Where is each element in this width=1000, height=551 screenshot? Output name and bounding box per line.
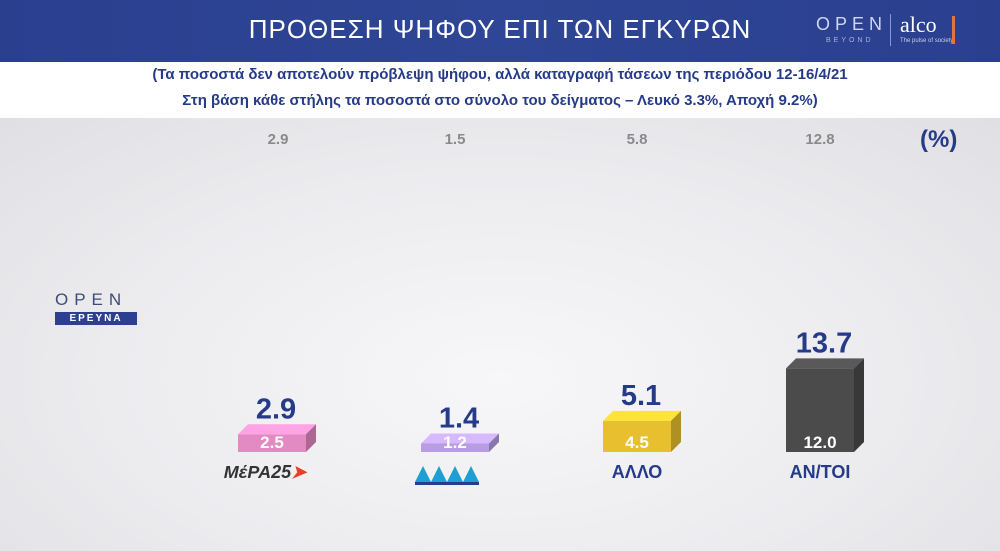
open-brand-logo: OPEN [816, 14, 888, 34]
bar-value-label: 13.7 [796, 327, 852, 359]
bar-front-face [238, 434, 306, 452]
bar-side-face [489, 433, 499, 452]
mera25-swoosh-icon: ➤ [291, 462, 307, 482]
chart-area [0, 118, 1000, 551]
bar-3 [786, 358, 864, 452]
brand-divider [890, 14, 891, 46]
bar-front-face [603, 420, 671, 452]
bar-side-face [671, 410, 681, 452]
party-label-antoi: ΑΝ/ΤΟΙ [789, 462, 851, 482]
bar-0 [238, 424, 316, 452]
bar-front-face [786, 368, 854, 452]
bar-1 [421, 433, 499, 452]
open-logo-text: OPEN [55, 290, 128, 309]
bar-value-label: 1.4 [439, 402, 479, 434]
subtitle-line-1: (Τα ποσοστά δεν αποτελούν πρόβλεψη ψήφου… [152, 66, 848, 83]
open-ereuna-logo: OPEN ΕΡΕΥΝΑ [55, 290, 137, 325]
subtitle-band [0, 62, 1000, 118]
kinal-logo-icon [393, 462, 513, 491]
kinal-triangles-icon [415, 466, 479, 485]
bar-front-face [421, 443, 489, 452]
bar-value-label: 5.1 [621, 380, 661, 412]
header-bar: ΠΡΟΘΕΣΗ ΨΗΦΟΥ ΕΠΙ ΤΩΝ ΕΓΚΥΡΩΝ OPEN BEYON… [0, 0, 1000, 62]
top-value-label: 5.8 [626, 131, 648, 148]
alco-brand-logo: alco [900, 12, 937, 37]
bar-side-face [854, 358, 864, 452]
bar-top-face [421, 433, 499, 444]
party-label-text: ΜέΡΑ25 [223, 462, 292, 482]
bar-2 [603, 410, 681, 452]
party-label-mera25: ΜέΡΑ25➤ [205, 462, 325, 483]
top-value-label: 12.8 [805, 131, 835, 148]
alco-accent-bar [952, 16, 955, 44]
unit-label: (%) [920, 126, 958, 153]
bar-value-label: 2.9 [256, 393, 296, 425]
ereuna-badge: ΕΡΕΥΝΑ [55, 312, 137, 325]
bar-top-face [603, 410, 681, 421]
bar-top-face [786, 358, 864, 369]
bar-side-face [306, 424, 316, 452]
party-label-allo: ΑΛΛΟ [611, 462, 663, 482]
chart-title: ΠΡΟΘΕΣΗ ΨΗΦΟΥ ΕΠΙ ΤΩΝ ΕΓΚΥΡΩΝ [248, 14, 752, 44]
open-beyond-tagline: BEYOND [826, 37, 874, 44]
bar-top-face [238, 424, 316, 435]
bar-inner-value-label: 12.0 [803, 433, 836, 452]
top-value-label: 2.9 [267, 131, 289, 148]
bar-inner-value-label: 2.5 [260, 433, 284, 452]
alco-tagline: The pulse of society [900, 38, 954, 44]
bar-inner-value-label: 4.5 [625, 433, 649, 452]
bar-inner-value-label: 1.2 [443, 433, 467, 452]
subtitle-line-2: Στη βάση κάθε στήλης τα ποσοστά στο σύνο… [182, 92, 818, 109]
top-value-label: 1.5 [444, 131, 466, 148]
